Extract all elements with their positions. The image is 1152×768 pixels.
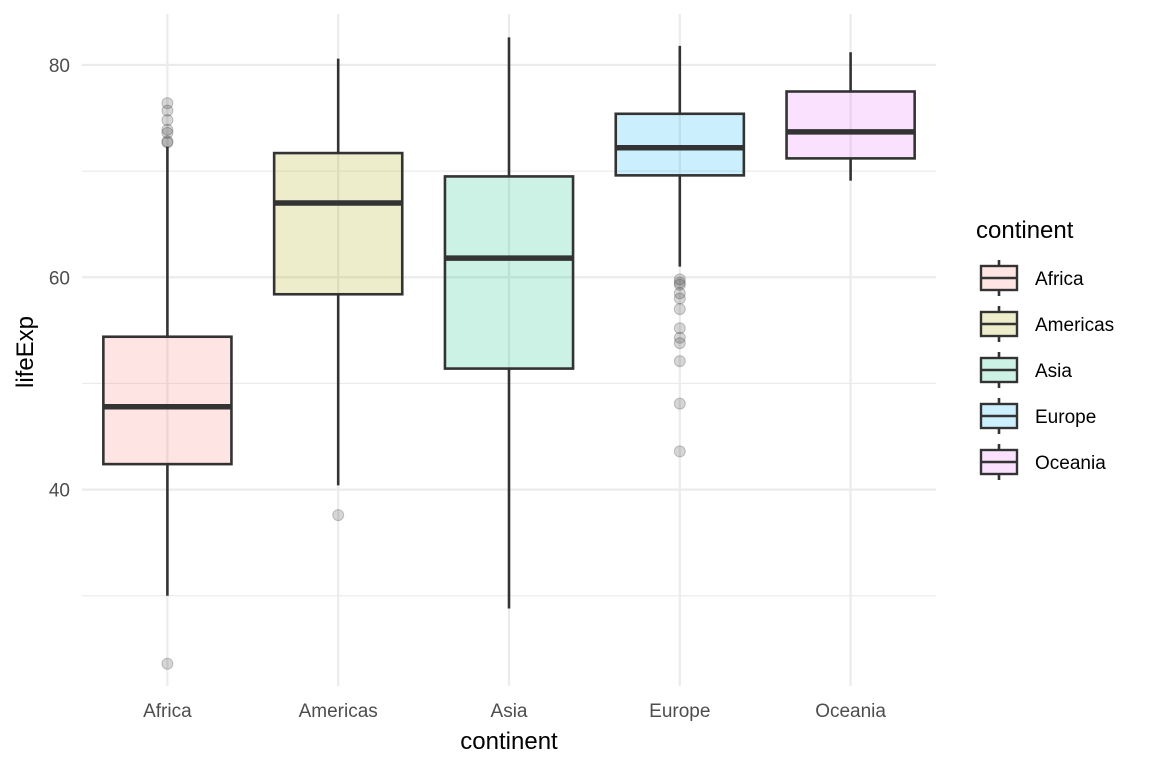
y-axis-ticks: 40 60 80 xyxy=(49,56,70,502)
iqr-box xyxy=(102,335,233,466)
outlier-point xyxy=(673,337,686,350)
x-axis-ticks: Africa Americas Asia Europe Oceania xyxy=(143,701,886,722)
legend-item-europe: Europe xyxy=(979,398,1096,434)
outlier-point xyxy=(673,445,686,458)
iqr-box xyxy=(272,151,404,296)
outlier-point xyxy=(161,104,174,117)
outlier-point xyxy=(673,322,686,335)
outlier-point xyxy=(161,114,174,127)
legend-item-africa: Africa xyxy=(979,260,1084,296)
y-tick-label: 80 xyxy=(49,56,70,77)
legend-item-asia: Asia xyxy=(979,352,1072,388)
iqr-box xyxy=(785,90,916,160)
outlier-point xyxy=(673,273,686,286)
legend: Africa Americas Asia Europe Oceania xyxy=(979,260,1114,480)
outlier-point xyxy=(161,657,174,670)
legend-label: Africa xyxy=(1035,269,1084,290)
outlier-point xyxy=(673,397,686,410)
iqr-box xyxy=(614,112,746,177)
legend-label: Oceania xyxy=(1035,453,1106,474)
outlier-point xyxy=(161,136,174,149)
y-tick-label: 60 xyxy=(49,268,70,289)
legend-item-americas: Americas xyxy=(979,306,1114,342)
x-tick-label: Oceania xyxy=(815,701,886,722)
x-tick-label: Europe xyxy=(649,701,710,722)
outlier-point xyxy=(332,509,345,522)
outlier-point xyxy=(161,126,174,139)
box-europe xyxy=(614,45,746,458)
x-axis-title: continent xyxy=(460,728,558,755)
outlier-point xyxy=(161,135,174,148)
outlier-point xyxy=(161,123,174,136)
outlier-point xyxy=(673,355,686,368)
box-americas xyxy=(272,58,404,522)
box-series xyxy=(102,37,916,670)
outlier-point xyxy=(161,97,174,110)
legend-label: Asia xyxy=(1035,361,1072,382)
x-tick-label: Africa xyxy=(143,701,192,722)
legend-label: Americas xyxy=(1035,315,1114,336)
outlier-point xyxy=(673,331,686,344)
legend-label: Europe xyxy=(1035,407,1096,428)
y-axis-title: lifeExp xyxy=(12,316,39,388)
box-africa xyxy=(102,97,233,670)
legend-item-oceania: Oceania xyxy=(979,444,1106,480)
iqr-box xyxy=(443,175,575,370)
outlier-point xyxy=(673,278,686,291)
legend-title: continent xyxy=(976,217,1074,244)
outlier-point xyxy=(673,287,686,300)
y-tick-label: 40 xyxy=(49,481,70,502)
x-tick-label: Asia xyxy=(491,701,528,722)
box-oceania xyxy=(785,52,916,181)
box-asia xyxy=(443,37,575,609)
outlier-point xyxy=(673,303,686,316)
x-tick-label: Americas xyxy=(299,701,378,722)
outlier-point xyxy=(673,276,686,289)
outlier-point xyxy=(673,292,686,305)
